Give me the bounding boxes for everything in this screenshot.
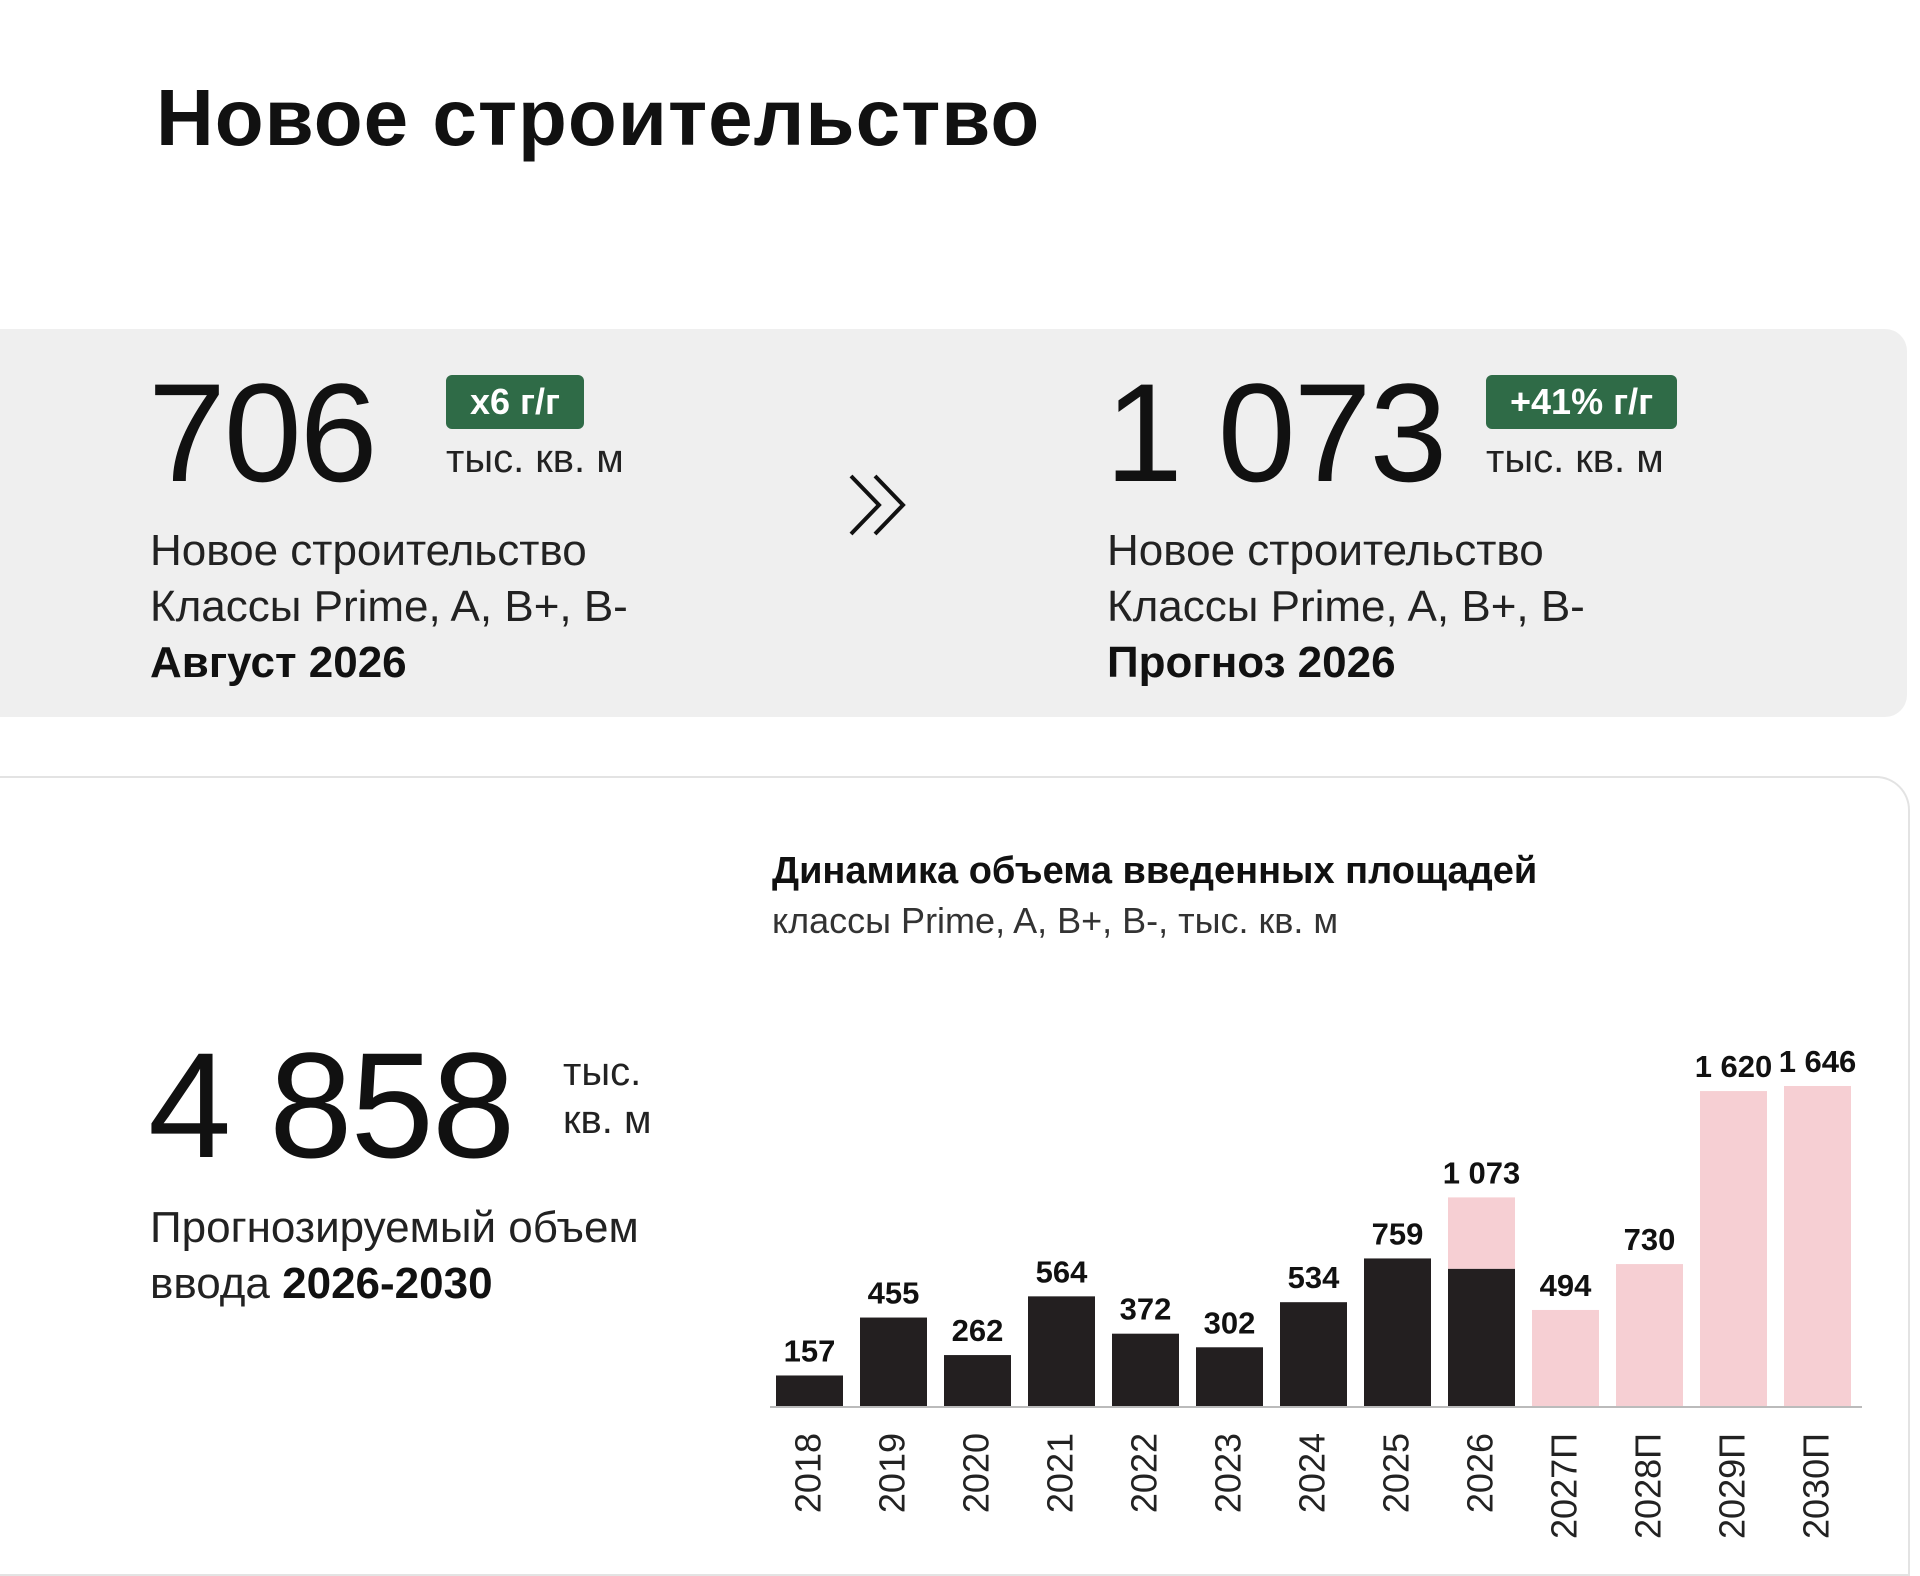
- data-label-2027П: 494: [1540, 1268, 1592, 1303]
- data-label-2019: 455: [868, 1276, 920, 1311]
- x-tick-label-2027П: 2027П: [1544, 1433, 1585, 1539]
- forecast-total-value: 4 858: [148, 1021, 515, 1189]
- bar-actual-2019: [860, 1317, 927, 1406]
- kpi-description: Новое строительство Классы Prime, A, B+,…: [1107, 523, 1585, 691]
- forecast-total-description: Прогнозируемый объем ввода 2026-2030: [150, 1200, 639, 1312]
- kpi-unit: тыс. кв. м: [446, 437, 624, 481]
- growth-badge: +41% г/г: [1486, 375, 1678, 429]
- growth-badge: x6 г/г: [446, 375, 585, 429]
- kpi-desc-line1: Новое строительство: [150, 526, 587, 575]
- data-label-2018: 157: [784, 1333, 836, 1368]
- kpi-unit: тыс. кв. м: [1486, 437, 1664, 481]
- bar-actual-2024: [1280, 1302, 1347, 1406]
- bar-actual-2023: [1196, 1347, 1263, 1406]
- data-label-2030П: 1 646: [1779, 1044, 1857, 1079]
- kpi-value: 1 073: [1105, 354, 1447, 511]
- data-label-2021: 564: [1036, 1254, 1088, 1289]
- chart-subtitle: классы Prime, A, B+, B-, тыс. кв. м: [772, 900, 1339, 941]
- data-label-2026: 1 073: [1443, 1155, 1521, 1190]
- bar-actual-2025: [1364, 1258, 1431, 1406]
- bar-actual-2022: [1112, 1333, 1179, 1406]
- forecast-total-period: 2026-2030: [282, 1259, 493, 1308]
- x-tick-label-2026: 2026: [1460, 1433, 1501, 1513]
- page-title: Новое строительство: [156, 73, 1041, 162]
- x-tick-label-2025: 2025: [1376, 1433, 1417, 1513]
- x-tick-label-2020: 2020: [956, 1433, 997, 1513]
- double-chevron-right-icon: [849, 474, 906, 536]
- kpi-panel: 706 x6 г/г тыс. кв. м Новое строительств…: [0, 329, 1907, 717]
- kpi-desc-line2: Классы Prime, A, B+, B-: [1107, 582, 1585, 631]
- bar-forecast-2026: [1448, 1197, 1515, 1269]
- kpi-desc-line2: Классы Prime, A, B+, B-: [150, 582, 628, 631]
- x-tick-label-2028П: 2028П: [1628, 1433, 1669, 1539]
- kpi-period: Прогноз 2026: [1107, 638, 1396, 687]
- data-label-2022: 372: [1120, 1292, 1172, 1327]
- x-tick-label-2018: 2018: [788, 1433, 829, 1513]
- bar-forecast-2029П: [1700, 1091, 1767, 1406]
- x-tick-label-2024: 2024: [1292, 1433, 1333, 1513]
- data-label-2025: 759: [1372, 1216, 1424, 1251]
- data-label-2028П: 730: [1624, 1222, 1676, 1257]
- bar-forecast-2030П: [1784, 1086, 1851, 1406]
- x-tick-label-2030П: 2030П: [1796, 1433, 1837, 1539]
- data-label-2023: 302: [1204, 1305, 1256, 1340]
- x-tick-label-2021: 2021: [1040, 1433, 1081, 1513]
- bar-actual-2026: [1448, 1268, 1515, 1406]
- data-label-2024: 534: [1288, 1260, 1340, 1295]
- kpi-description: Новое строительство Классы Prime, A, B+,…: [150, 523, 628, 691]
- chart-title: Динамика объема введенных площадей: [772, 850, 1538, 892]
- bar-actual-2020: [944, 1355, 1011, 1406]
- forecast-total-desc-prefix: ввода: [150, 1259, 283, 1308]
- forecast-total-unit-line2: кв. м: [563, 1098, 652, 1142]
- chart-panel: [0, 776, 1910, 1576]
- forecast-total-desc-line2: ввода 2026-2030: [150, 1256, 639, 1312]
- data-label-2020: 262: [952, 1313, 1004, 1348]
- forecast-total-unit-line1: тыс.: [563, 1050, 642, 1094]
- x-tick-label-2022: 2022: [1124, 1433, 1165, 1513]
- bar-actual-2021: [1028, 1296, 1095, 1406]
- kpi-period: Август 2026: [150, 638, 407, 687]
- bar-forecast-2028П: [1616, 1264, 1683, 1406]
- x-tick-label-2023: 2023: [1208, 1433, 1249, 1513]
- forecast-total-desc-line1: Прогнозируемый объем: [150, 1203, 639, 1252]
- data-label-2029П: 1 620: [1695, 1049, 1773, 1084]
- bar-forecast-2027П: [1532, 1309, 1599, 1406]
- kpi-desc-line1: Новое строительство: [1107, 526, 1544, 575]
- forecast-total-unit: тыс. кв. м: [563, 1048, 703, 1144]
- x-tick-label-2019: 2019: [872, 1433, 913, 1513]
- kpi-value: 706: [148, 354, 378, 511]
- bar-actual-2018: [776, 1375, 843, 1406]
- x-tick-label-2029П: 2029П: [1712, 1433, 1753, 1539]
